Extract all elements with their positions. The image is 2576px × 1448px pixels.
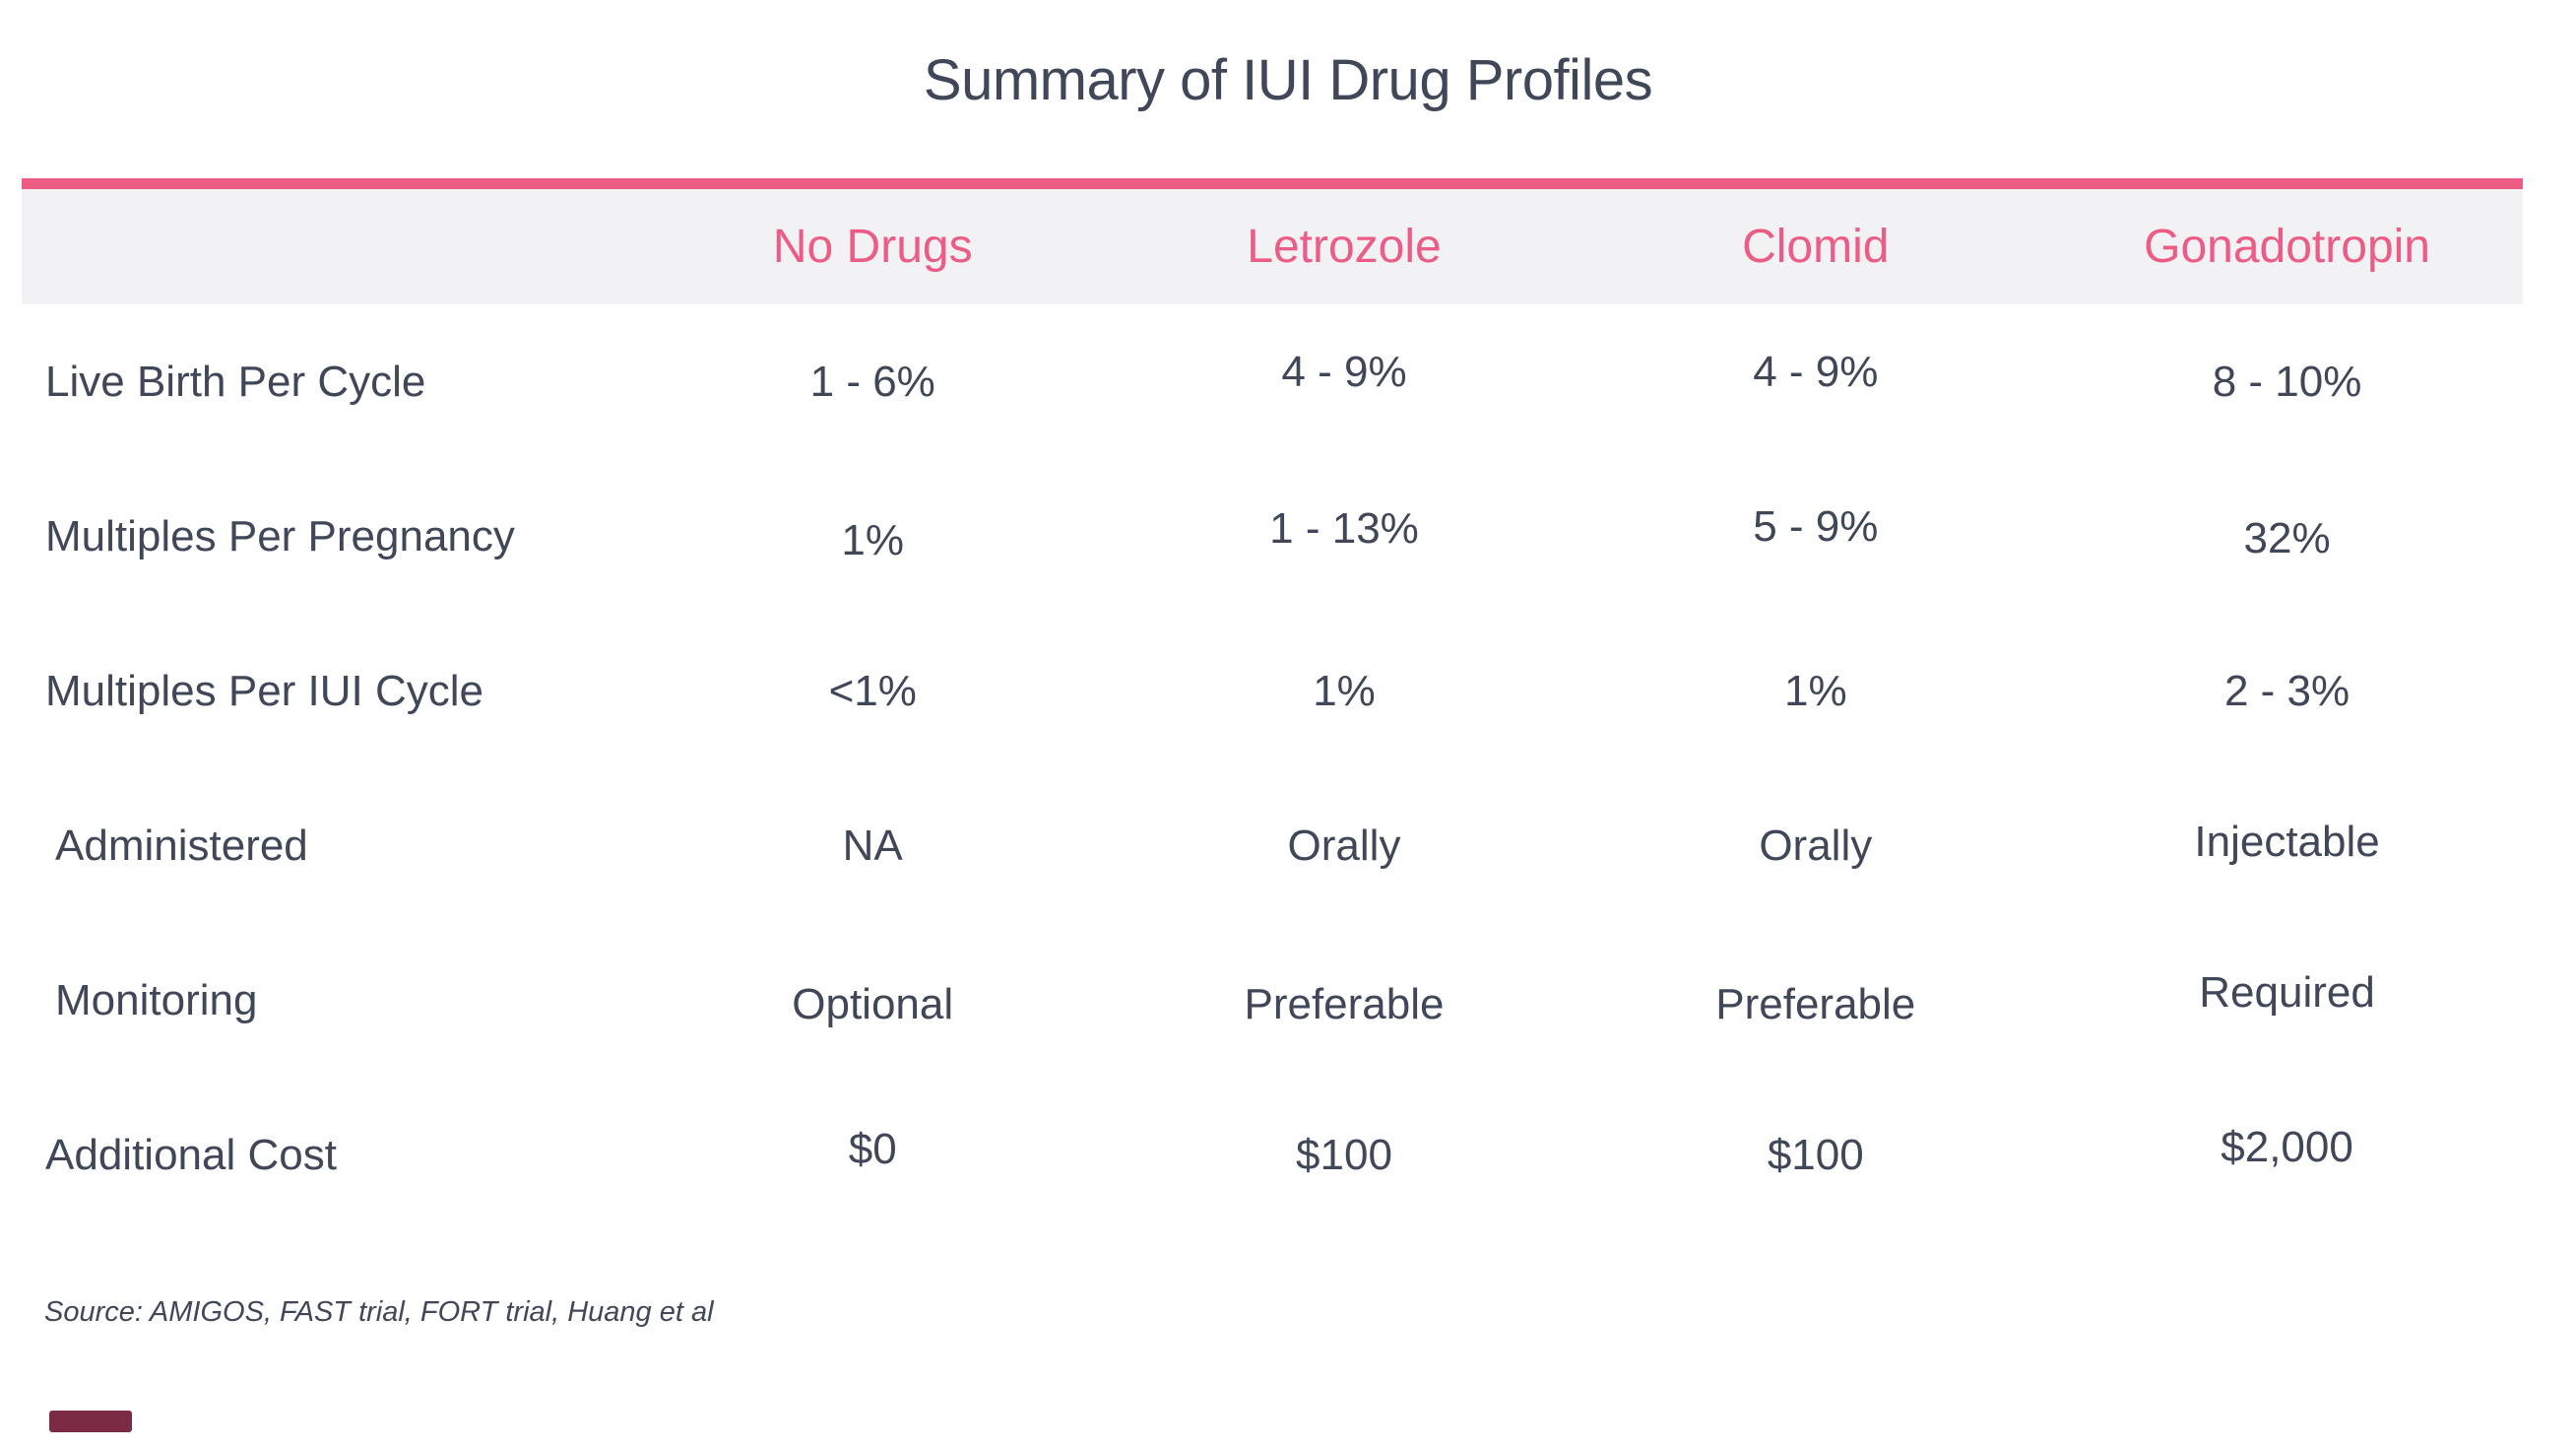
value-multiples-per-iui-cycle-clomid: 1% — [1783, 666, 1847, 715]
source-note: Source: AMIGOS, FAST trial, FORT trial, … — [44, 1296, 714, 1328]
page-title: Summary of IUI Drug Profiles — [923, 48, 1653, 112]
value-administered-no-drugs: NA — [842, 821, 903, 870]
value-additional-cost-letrozole: $100 — [1296, 1130, 1392, 1179]
value-multiples-per-iui-cycle-letrozole: 1% — [1313, 666, 1376, 715]
column-header-no-drugs: No Drugs — [772, 221, 973, 273]
value-monitoring-letrozole: Preferable — [1244, 979, 1445, 1028]
column-header-gonadotropin: Gonadotropin — [2144, 221, 2430, 273]
value-multiples-per-pregnancy-letrozole: 1 - 13% — [1269, 503, 1419, 553]
table-header-row: No Drugs Letrozole Clomid Gonadotropin — [22, 189, 2523, 304]
column-header-letrozole: Letrozole — [1247, 221, 1442, 273]
row-label-additional-cost: Additional Cost — [45, 1130, 337, 1179]
bottom-left-logo-fragment — [49, 1411, 132, 1432]
value-additional-cost-gonadotropin: $2,000 — [2221, 1122, 2353, 1171]
value-multiples-per-iui-cycle-no-drugs: <1% — [828, 666, 917, 715]
value-multiples-per-pregnancy-gonadotropin: 32% — [2243, 513, 2331, 562]
row-label-monitoring: Monitoring — [55, 975, 258, 1024]
value-live-birth-per-cycle-clomid: 4 - 9% — [1753, 347, 1879, 396]
value-administered-gonadotropin: Injectable — [2194, 817, 2380, 866]
value-administered-clomid: Orally — [1759, 821, 1873, 870]
value-live-birth-per-cycle-letrozole: 4 - 9% — [1281, 347, 1407, 396]
value-multiples-per-pregnancy-clomid: 5 - 9% — [1753, 501, 1879, 551]
value-monitoring-clomid: Preferable — [1715, 979, 1916, 1028]
column-header-clomid: Clomid — [1742, 221, 1890, 273]
value-additional-cost-clomid: $100 — [1767, 1130, 1864, 1179]
top-accent-rule — [22, 178, 2523, 189]
value-live-birth-per-cycle-no-drugs: 1 - 6% — [809, 357, 935, 406]
value-additional-cost-no-drugs: $0 — [848, 1124, 897, 1173]
value-multiples-per-iui-cycle-gonadotropin: 2 - 3% — [2223, 666, 2351, 715]
drug-profiles-table: Live Birth Per Cycle 1 - 6% 4 - 9% 4 - 9% 8 … — [22, 304, 2523, 1232]
row-label-multiples-per-iui-cycle: Multiples Per IUI Cycle — [45, 666, 484, 715]
value-monitoring-gonadotropin: Required — [2199, 967, 2375, 1017]
row-label-multiples-per-pregnancy: Multiples Per Pregnancy — [45, 511, 515, 560]
value-live-birth-per-cycle-gonadotropin: 8 - 10% — [2212, 357, 2362, 406]
value-monitoring-no-drugs: Optional — [792, 979, 954, 1028]
value-administered-letrozole: Orally — [1287, 821, 1401, 870]
row-label-live-birth-per-cycle: Live Birth Per Cycle — [45, 357, 426, 406]
row-label-administered: Administered — [55, 821, 308, 870]
value-multiples-per-pregnancy-no-drugs: 1% — [841, 515, 905, 564]
